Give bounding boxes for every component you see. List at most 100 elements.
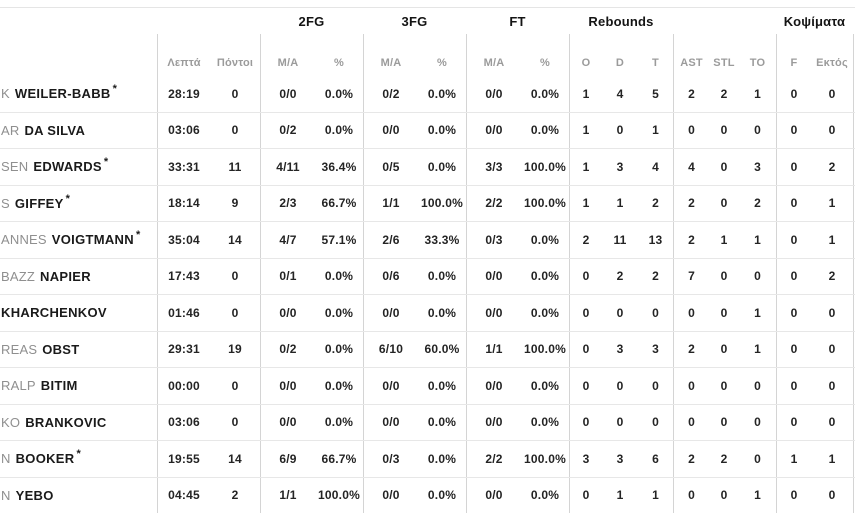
stat-fouls: 0	[776, 295, 811, 331]
table-row: RALP BITIM 00:00 0 0/0 0.0% 0/0 0.0% 0/0 0.0% 0 0 0 0…	[0, 368, 855, 405]
column-header-minutes: Λεπτά	[157, 34, 210, 76]
column-header-2fg-ma: M/A	[260, 34, 315, 76]
stat-steals: 0	[720, 269, 728, 284]
stat-ektos: 2	[828, 269, 836, 284]
stat-steals: 0	[720, 196, 728, 211]
stat-turnovers: 0	[754, 415, 761, 430]
stat-2fg-made-attempted: 2/3	[260, 185, 315, 221]
column-header-reb-t: T	[652, 57, 659, 69]
stat-2fg-percent: 0.0%	[324, 342, 354, 357]
stat-rebounds-total: 4	[652, 159, 659, 174]
stat-assists: 0	[673, 404, 709, 440]
stat-3fg-made-attempted: 0/0	[363, 477, 418, 513]
column-header-fouls: F	[776, 34, 811, 76]
player-name: RALP BITIM	[0, 368, 157, 404]
stat-assists: 7	[673, 258, 709, 294]
stat-assists: 2	[673, 76, 709, 112]
stat-rebounds-defensive: 1	[616, 488, 624, 503]
stat-steals: 0	[720, 342, 728, 357]
player-first-name: ANNES	[1, 232, 47, 248]
row-spacer	[853, 295, 855, 331]
table-row: SEN EDWARDS * 33:31 11 4/11 36.4% 0/5 0.0% 3/3 100…	[0, 149, 855, 186]
stat-2fg-made-attempted: 0/1	[260, 258, 315, 294]
player-name: ANNES VOIGTMANN *	[0, 222, 157, 258]
stat-3fg-made-attempted: 0/5	[363, 149, 418, 185]
stat-ektos: 0	[828, 305, 836, 320]
player-name: KO BRANKOVIC	[0, 405, 157, 441]
stat-ft-made-attempted: 0/3	[466, 222, 521, 258]
stat-points: 0	[231, 86, 239, 101]
stat-ft-made-attempted: 2/2	[466, 441, 521, 477]
stat-2fg-percent: 66.7%	[321, 196, 357, 211]
stat-2fg-made-attempted: 0/0	[260, 404, 315, 440]
stat-2fg-made-attempted: 0/2	[260, 112, 315, 148]
stat-rebounds-total: 0	[652, 378, 659, 393]
starter-asterisk: *	[103, 156, 109, 169]
stat-turnovers: 0	[754, 123, 761, 138]
stat-2fg-made-attempted: 1/1	[260, 477, 315, 513]
stat-assists: 0	[673, 368, 709, 404]
table-row: REAS OBST 29:31 19 0/2 0.0% 6/10 60.0% 1/1 100.0%…	[0, 331, 855, 368]
stat-ft-made-attempted: 0/0	[466, 112, 521, 148]
starter-asterisk: *	[135, 229, 141, 242]
stat-rebounds-defensive: 0	[616, 415, 624, 430]
row-spacer	[853, 76, 855, 112]
stat-fouls: 0	[776, 222, 811, 258]
stat-3fg-percent: 0.0%	[427, 488, 457, 503]
stat-minutes: 29:31	[157, 331, 210, 367]
stat-assists: 2	[673, 185, 709, 221]
stat-rebounds-offensive: 2	[569, 222, 602, 258]
stat-3fg-made-attempted: 0/3	[363, 441, 418, 477]
starter-asterisk: *	[76, 448, 81, 461]
stat-turnovers: 2	[754, 196, 761, 211]
stat-2fg-percent: 0.0%	[324, 305, 354, 320]
row-spacer	[853, 258, 855, 294]
stat-3fg-percent: 60.0%	[424, 342, 460, 357]
stat-points: 0	[231, 305, 239, 320]
stat-2fg-made-attempted: 0/2	[260, 331, 315, 367]
column-header-row: Λεπτά Πόντοι M/A % M/A % M/A % O D T AST…	[0, 34, 855, 76]
stat-minutes: 33:31	[157, 149, 210, 185]
stat-ft-made-attempted: 2/2	[466, 185, 521, 221]
player-last-name: VOIGTMANN	[51, 232, 134, 248]
stat-2fg-made-attempted: 0/0	[260, 368, 315, 404]
stat-2fg-made-attempted: 6/9	[260, 441, 315, 477]
player-first-name: K	[1, 86, 10, 102]
stat-rebounds-defensive: 4	[616, 86, 624, 101]
stat-rebounds-offensive: 0	[569, 331, 602, 367]
stat-rebounds-offensive: 0	[569, 258, 602, 294]
column-header-ektos: Εκτός	[816, 57, 848, 69]
stat-rebounds-total: 3	[652, 342, 659, 357]
stat-3fg-made-attempted: 0/0	[363, 368, 418, 404]
stat-fouls: 0	[776, 76, 811, 112]
stat-points: 14	[228, 232, 242, 247]
stat-ft-percent: 0.0%	[530, 415, 560, 430]
stat-points: 9	[231, 196, 239, 211]
row-spacer	[853, 112, 855, 148]
stat-ft-made-attempted: 3/3	[466, 149, 521, 185]
player-first-name: N	[1, 487, 11, 503]
stat-assists: 0	[673, 295, 709, 331]
stat-points: 0	[231, 123, 239, 138]
column-header-3fg-pct: %	[437, 57, 447, 69]
player-last-name: BRANKOVIC	[25, 414, 107, 430]
table-row: N BOOKER * 19:55 14 6/9 66.7% 0/3 0.0% 2/2 100.0% 3…	[0, 441, 855, 478]
stat-3fg-made-attempted: 0/6	[363, 258, 418, 294]
player-name: SEN EDWARDS *	[0, 149, 157, 185]
stat-ft-made-attempted: 0/0	[466, 404, 521, 440]
stat-rebounds-offensive: 0	[569, 368, 602, 404]
stat-fouls: 1	[776, 441, 811, 477]
stat-ektos: 0	[828, 123, 836, 138]
stat-minutes: 01:46	[157, 295, 210, 331]
stat-points: 11	[228, 159, 242, 174]
row-spacer	[853, 477, 855, 513]
player-name: K WEILER-BABB *	[0, 76, 157, 112]
player-name: N YEBO	[0, 478, 157, 513]
stat-3fg-percent: 100.0%	[421, 196, 463, 211]
table-row: KHARCHENKOV 01:46 0 0/0 0.0% 0/0 0.0% 0/0 0.0% 0 0…	[0, 295, 855, 332]
table-row: S GIFFEY * 18:14 9 2/3 66.7% 1/1 100.0% 2/2 100.0%…	[0, 185, 855, 222]
stat-minutes: 03:06	[157, 404, 210, 440]
stat-ft-percent: 100.0%	[524, 451, 566, 466]
column-header-reb-d: D	[615, 57, 625, 69]
stat-points: 0	[231, 415, 239, 430]
